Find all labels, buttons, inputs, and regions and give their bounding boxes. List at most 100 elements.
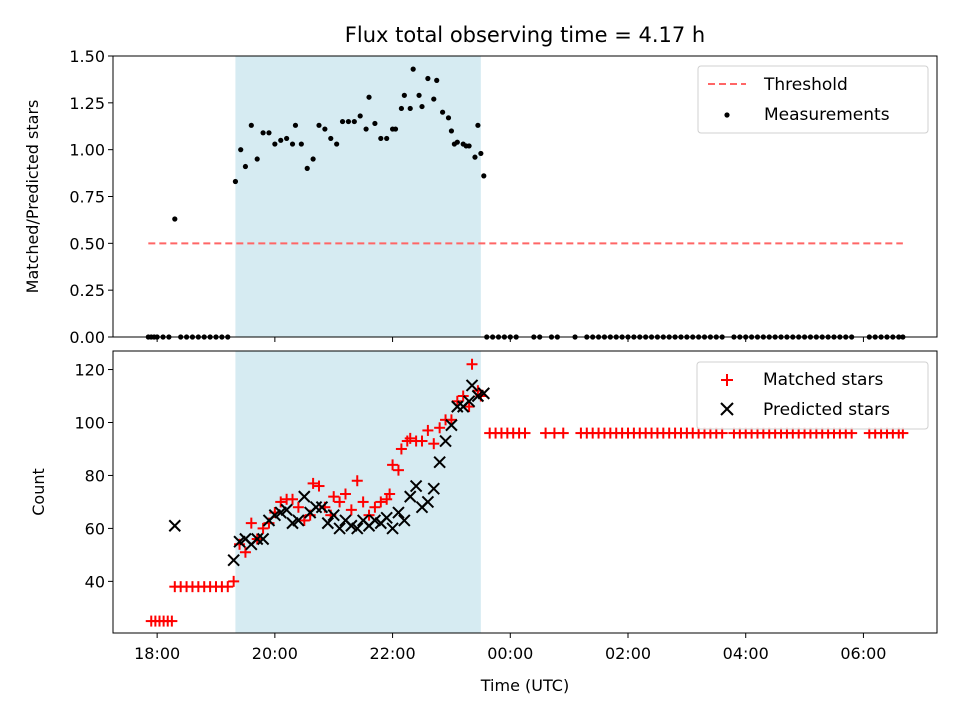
predicted-point	[168, 519, 182, 532]
matched-point	[166, 615, 178, 627]
x-axis-bottom: 18:00 20:00 22:00 00:00 02:00 04:00 06:00	[134, 633, 886, 663]
y-tick-label: 0.00	[69, 328, 105, 347]
measurement-point	[384, 135, 390, 142]
matched-point	[298, 514, 310, 526]
measurement-point	[478, 150, 484, 157]
matched-point	[404, 432, 416, 444]
measurement-point	[419, 103, 425, 110]
measurement-point	[334, 141, 340, 147]
predicted-point	[462, 395, 476, 408]
matched-point	[222, 581, 234, 593]
panel-ratio: 0.00 0.25 0.50 0.75 1.00 1.25 1.50 Matched/Pre…	[23, 47, 938, 347]
measurement-point	[431, 96, 437, 102]
matched-point	[557, 427, 569, 439]
measurement-point	[357, 113, 363, 119]
x-tick-label: 00:00	[487, 644, 533, 663]
predicted-point	[351, 522, 364, 535]
predicted-point	[386, 522, 399, 535]
measurement-point	[292, 122, 299, 128]
measurement-point	[266, 130, 272, 136]
legend-predicted-label: Predicted stars	[763, 400, 890, 420]
measurement-point	[238, 147, 244, 153]
predicted-point	[427, 482, 440, 495]
measurement-point	[378, 135, 384, 142]
measurement-point	[416, 92, 422, 98]
matched-point	[375, 496, 387, 508]
observing-window-shade-bottom	[235, 351, 481, 633]
y-axis-bottom: 40 60 80 100 120	[74, 361, 113, 591]
y-tick-label: 80	[85, 466, 105, 485]
count-marks	[145, 358, 909, 627]
matched-point	[334, 496, 346, 508]
predicted-point	[421, 495, 435, 509]
x-tick-label: 04:00	[723, 644, 769, 663]
predicted-point	[292, 514, 305, 527]
predicted-point	[380, 511, 393, 525]
matched-point	[416, 435, 428, 447]
matched-point	[287, 493, 299, 505]
matched-point	[384, 488, 396, 500]
measurement-point	[284, 135, 290, 142]
measurement-point	[410, 66, 416, 72]
predicted-point	[451, 400, 464, 413]
predicted-point	[333, 522, 346, 535]
predicted-point	[250, 532, 264, 546]
measurement-point	[339, 118, 346, 125]
legend-box-top	[697, 65, 929, 134]
legend-threshold-label: Threshold	[763, 75, 848, 95]
predicted-point	[445, 418, 458, 432]
y-tick-label: 1.00	[69, 141, 105, 160]
matched-point	[428, 438, 440, 450]
chart-title: Flux total observing time = 4.17 h	[345, 23, 705, 47]
matched-point	[395, 443, 407, 455]
y-tick-label: 60	[85, 519, 105, 538]
measurement-point	[440, 109, 446, 115]
legend-matched-swatch	[721, 374, 733, 386]
matched-point	[445, 414, 457, 426]
measurement-point	[289, 141, 296, 147]
matched-point	[392, 464, 404, 476]
y-axis-label-top: Matched/Predicted stars	[23, 100, 42, 294]
measurement-point	[454, 139, 460, 145]
measurement-point	[272, 141, 278, 147]
matched-point	[422, 424, 434, 436]
predicted-point	[327, 508, 340, 522]
x-tick-label: 20:00	[252, 644, 298, 663]
measurement-point	[316, 122, 322, 128]
matched-point	[307, 477, 319, 489]
matched-point	[275, 496, 287, 508]
measurement-point	[345, 118, 352, 125]
measurement-point	[260, 130, 266, 136]
y-tick-label: 1.50	[69, 47, 105, 66]
y-tick-label: 0.25	[69, 281, 105, 300]
predicted-point	[465, 379, 479, 392]
matched-point	[345, 504, 357, 516]
matched-point	[369, 501, 381, 513]
legend-top: Threshold Measurements	[697, 65, 929, 134]
y-tick-label: 0.75	[69, 188, 105, 207]
legend-measurements-label: Measurements	[764, 105, 890, 125]
predicted-point	[315, 501, 329, 514]
legend-predicted-swatch	[720, 402, 734, 416]
panel-counts: 40 60 80 100 120 18:00 20:00 22:00 00:00 02:00 04…	[29, 350, 938, 695]
x-tick-label: 06:00	[840, 644, 886, 663]
measurement-point	[445, 115, 452, 121]
matched-point	[292, 501, 304, 513]
matched-point	[457, 390, 469, 402]
measurement-point	[401, 92, 407, 98]
predicted-point	[321, 516, 335, 530]
measurement-point	[172, 216, 178, 222]
matched-point	[245, 517, 257, 529]
matched-point	[257, 522, 269, 534]
observing-window-shade-top	[235, 56, 481, 337]
matched-point	[463, 401, 475, 413]
legend-box-bottom	[696, 361, 929, 430]
predicted-point	[256, 532, 270, 546]
matched-point	[313, 480, 325, 492]
measurement-point	[254, 156, 260, 162]
measurement-point	[448, 128, 455, 134]
matched-point	[434, 422, 446, 434]
predicted-point	[227, 553, 240, 567]
predicted-point	[477, 387, 491, 400]
